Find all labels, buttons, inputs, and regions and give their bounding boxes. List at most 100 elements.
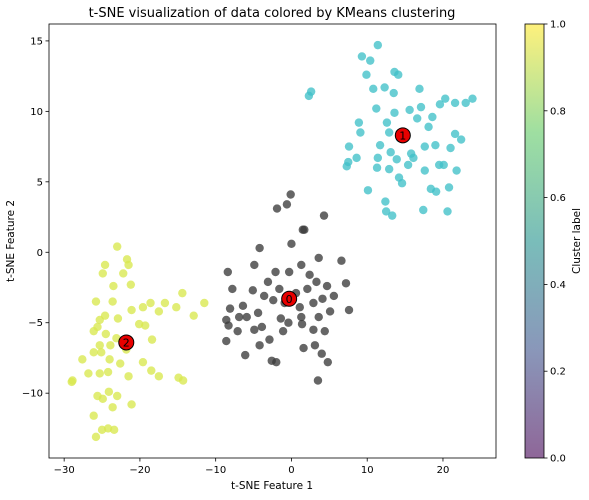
data-point-cluster-1 (362, 70, 371, 79)
colorbar-tick-label: 0.8 (550, 106, 566, 117)
data-point-cluster-2 (189, 311, 198, 320)
data-point-cluster-2 (124, 372, 133, 381)
y-tick-label: 5 (37, 177, 43, 188)
data-point-cluster-1 (450, 129, 460, 139)
x-tick-label: 0 (288, 465, 294, 476)
data-point-cluster-0 (269, 295, 278, 305)
data-point-cluster-1 (372, 104, 381, 113)
data-point-cluster-0 (265, 335, 274, 344)
data-point-cluster-2 (112, 242, 122, 251)
data-point-cluster-0 (234, 312, 244, 322)
data-point-cluster-1 (428, 112, 437, 122)
data-point-cluster-1 (424, 122, 433, 132)
data-point-cluster-1 (363, 186, 373, 195)
data-point-cluster-2 (101, 329, 111, 339)
data-point-cluster-0 (284, 318, 293, 327)
data-point-cluster-2 (200, 298, 209, 308)
data-point-cluster-1 (403, 160, 413, 170)
data-point-cluster-2 (104, 387, 114, 396)
data-point-cluster-0 (295, 303, 304, 312)
data-point-cluster-1 (373, 40, 383, 50)
data-point-cluster-2 (89, 348, 98, 357)
data-point-cluster-2 (146, 298, 155, 308)
data-point-cluster-2 (178, 376, 188, 385)
plot-frame (48, 23, 497, 459)
data-point-cluster-2 (105, 355, 114, 364)
data-point-cluster-0 (255, 243, 264, 253)
data-point-cluster-0 (325, 307, 335, 316)
data-point-cluster-2 (89, 326, 98, 336)
x-tick-label: 20 (437, 465, 450, 476)
data-point-cluster-0 (309, 298, 318, 308)
colorbar-tick-label: 0.0 (550, 454, 566, 465)
data-point-cluster-2 (154, 372, 164, 381)
data-point-cluster-1 (446, 143, 455, 153)
y-tick-label: 15 (30, 36, 43, 47)
data-point-cluster-1 (354, 118, 364, 127)
data-point-cluster-0 (320, 326, 329, 336)
data-point-cluster-1 (357, 52, 367, 61)
data-point-cluster-1 (461, 98, 470, 108)
colorbar-tick-label: 0.4 (550, 280, 566, 291)
data-point-cluster-0 (297, 260, 306, 270)
data-point-cluster-2 (126, 280, 136, 289)
data-point-cluster-0 (271, 267, 280, 277)
data-point-cluster-0 (255, 341, 264, 350)
data-point-cluster-2 (100, 260, 110, 270)
data-point-cluster-1 (373, 153, 383, 163)
data-point-cluster-2 (112, 391, 122, 401)
data-point-cluster-0 (250, 325, 259, 334)
data-point-cluster-2 (108, 403, 117, 412)
plot-area: 0 1 2 −30 −20 −10 0 10 20 −10 −5 0 5 10 15 (22, 23, 497, 476)
data-point-cluster-2 (138, 357, 148, 367)
chart-title: t-SNE visualization of data colored by K… (89, 6, 456, 21)
data-point-cluster-1 (468, 94, 477, 103)
data-point-cluster-0 (275, 284, 284, 294)
data-point-cluster-0 (312, 277, 321, 287)
data-point-cluster-0 (250, 260, 259, 270)
data-point-cluster-1 (420, 166, 429, 175)
data-point-cluster-2 (78, 355, 87, 364)
data-point-cluster-2 (127, 305, 136, 315)
y-tick-label: −5 (28, 318, 43, 329)
data-point-cluster-1 (392, 155, 401, 164)
data-point-cluster-1 (386, 148, 395, 157)
data-point-cluster-1 (389, 88, 398, 98)
data-point-cluster-1 (439, 160, 448, 170)
data-point-cluster-0 (299, 343, 308, 353)
data-point-cluster-0 (228, 284, 237, 294)
data-point-cluster-1 (444, 183, 454, 192)
data-point-cluster-2 (67, 377, 76, 387)
x-tick-label: −30 (54, 465, 75, 476)
y-axis-label: t-SNE Feature 2 (5, 200, 17, 282)
colorbar (524, 23, 545, 459)
data-point-cluster-1 (344, 142, 354, 151)
data-point-cluster-0 (233, 326, 242, 336)
data-point-cluster-1 (397, 179, 407, 188)
centroid-marker (394, 127, 411, 144)
data-point-cluster-1 (384, 128, 394, 137)
data-point-cluster-0 (253, 308, 263, 318)
data-point-cluster-0 (278, 326, 288, 336)
data-point-cluster-0 (337, 256, 346, 265)
centroid-label: 0 (286, 293, 293, 306)
data-point-cluster-1 (388, 211, 397, 220)
data-point-cluster-0 (276, 314, 286, 323)
data-point-cluster-0 (310, 341, 320, 350)
data-point-cluster-1 (356, 128, 365, 137)
data-point-cluster-1 (384, 164, 394, 174)
data-point-cluster-2 (100, 311, 110, 320)
y-tick-label: 10 (30, 107, 43, 118)
data-point-cluster-0 (344, 305, 354, 315)
data-point-cluster-0 (297, 312, 306, 322)
colorbar-tick-label: 1.0 (550, 20, 566, 31)
data-point-cluster-1 (372, 163, 382, 172)
data-point-cluster-2 (160, 298, 170, 308)
colorbar-tick-label: 0.2 (550, 367, 566, 378)
data-point-cluster-2 (172, 303, 181, 312)
y-tick-label: 0 (37, 248, 43, 259)
data-point-cluster-1 (443, 207, 452, 216)
data-point-cluster-0 (341, 279, 351, 288)
y-tick-label: −10 (22, 389, 43, 400)
